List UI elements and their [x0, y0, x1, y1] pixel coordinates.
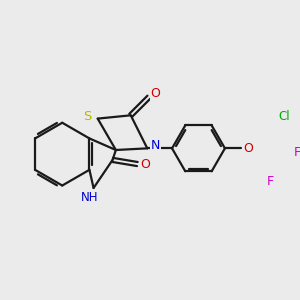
Text: S: S — [83, 110, 91, 124]
Text: NH: NH — [81, 191, 98, 204]
Text: O: O — [141, 158, 151, 170]
Text: Cl: Cl — [279, 110, 290, 124]
Text: N: N — [151, 140, 160, 152]
Text: O: O — [243, 142, 253, 155]
Text: F: F — [294, 146, 300, 159]
Text: F: F — [267, 175, 274, 188]
Text: O: O — [151, 86, 160, 100]
